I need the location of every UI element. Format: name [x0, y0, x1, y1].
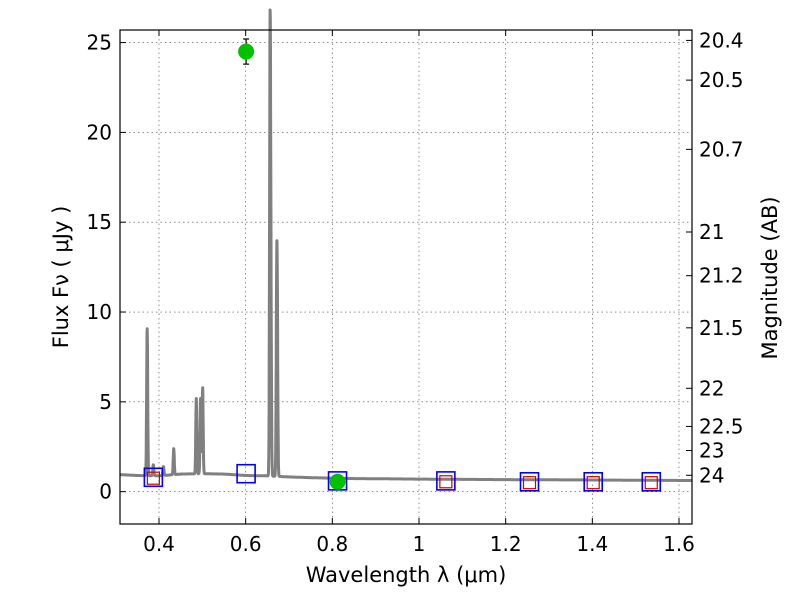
spectrum-line: [118, 8, 694, 482]
model-photometry-square: [327, 471, 348, 491]
model-photometry-inner-square: [644, 476, 658, 490]
observed-photometry-point: [238, 43, 255, 60]
model-photometry-square: [143, 467, 164, 488]
x-tick-label: 1: [413, 532, 426, 556]
mag-tick-label: 24: [699, 463, 724, 487]
spectrum-layer: [118, 8, 694, 482]
marker-layer: [143, 38, 662, 492]
x-tick-label: 1.6: [663, 532, 695, 556]
y-tick-label: 15: [87, 210, 112, 234]
mag-tick-label: 20.5: [699, 68, 744, 92]
y2-axis-label: Magnitude (AB): [758, 196, 782, 359]
plot-frame: [119, 29, 693, 525]
y-tick-label: 20: [87, 120, 112, 144]
mag-tick-label: 21: [699, 220, 724, 244]
model-photometry-square: [583, 471, 604, 492]
mag-tick-label: 20.7: [699, 137, 744, 161]
x-tick-label: 1.4: [576, 532, 608, 556]
x-tick-label: 1.2: [490, 532, 522, 556]
model-photometry-inner-square: [522, 476, 537, 490]
y-tick-label: 0: [99, 480, 112, 504]
mag-tick-label: 22: [699, 376, 724, 400]
y-tick-label: 10: [87, 300, 112, 324]
y-axis-label: Flux Fν ( μJy ): [49, 206, 73, 349]
model-photometry-inner-square: [146, 471, 160, 485]
mag-tick-label: 22.5: [699, 414, 744, 438]
mag-tick-label: 21.5: [699, 316, 744, 340]
mag-tick-label: 21.2: [699, 264, 744, 288]
model-photometry-square: [236, 463, 256, 484]
tick-layer: 0.4 0.6 0.8 1 1.2 1.4 1.6 0 5 10 15 20 25 20.4 20.5 20.…: [87, 28, 744, 556]
y-tick-label: 5: [99, 390, 112, 414]
x-axis-label: Wavelength λ (μm): [306, 563, 507, 587]
y-tick-label: 25: [87, 31, 112, 55]
x-tick-label: 0.6: [230, 532, 262, 556]
observed-photometry-point: [329, 473, 346, 490]
model-photometry-square: [519, 471, 540, 492]
model-photometry-square: [436, 471, 456, 491]
model-photometry-inner-square: [439, 475, 453, 489]
mag-tick-label: 20.4: [699, 28, 744, 52]
model-photometry-square: [641, 471, 662, 492]
mag-tick-label: 23: [699, 439, 724, 463]
model-photometry-inner-square: [586, 476, 600, 490]
x-tick-label: 0.4: [143, 532, 175, 556]
grid-layer: [120, 30, 692, 524]
x-tick-label: 0.8: [316, 532, 348, 556]
